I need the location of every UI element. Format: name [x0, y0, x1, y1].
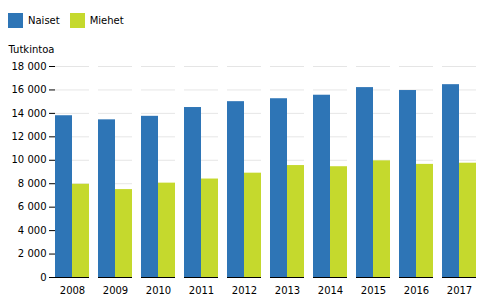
svg-text:2010: 2010: [146, 285, 171, 296]
svg-text:2016: 2016: [404, 285, 429, 296]
svg-text:2 000: 2 000: [18, 248, 47, 259]
svg-text:2011: 2011: [189, 285, 214, 296]
svg-text:0: 0: [40, 272, 46, 283]
svg-text:6 000: 6 000: [18, 201, 47, 212]
html-text:Naiset: Naiset: [28, 15, 60, 26]
svg-text:8 000: 8 000: [18, 178, 47, 189]
svg-text:12 000: 12 000: [12, 131, 47, 142]
svg-text:10 000: 10 000: [12, 154, 47, 165]
svg-text:2012: 2012: [232, 285, 257, 296]
svg-text:2008: 2008: [60, 285, 85, 296]
svg-text:Tutkintoa: Tutkintoa: [8, 44, 55, 55]
html-text:Miehet: Miehet: [89, 15, 124, 26]
svg-text:14 000: 14 000: [12, 108, 47, 119]
svg-text:18 000: 18 000: [12, 61, 47, 72]
svg-text:2015: 2015: [361, 285, 386, 296]
svg-text:2017: 2017: [447, 285, 472, 296]
svg-text:2009: 2009: [103, 285, 128, 296]
svg-text:16 000: 16 000: [12, 84, 47, 95]
svg-text:2014: 2014: [318, 285, 343, 296]
svg-text:4 000: 4 000: [18, 225, 47, 236]
svg-text:2013: 2013: [275, 285, 300, 296]
